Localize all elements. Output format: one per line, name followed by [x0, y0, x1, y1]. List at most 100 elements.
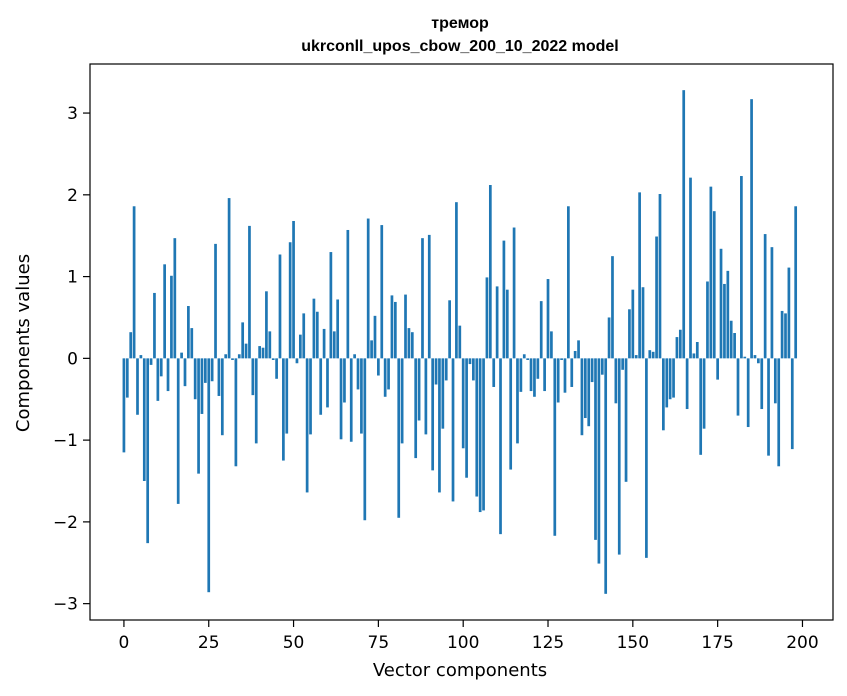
bar-6: [142, 358, 146, 481]
y-tick-label: 2: [67, 186, 78, 206]
bar-140: [597, 358, 601, 564]
bar-27: [214, 243, 217, 359]
bars-group: [122, 90, 798, 594]
bar-133: [573, 350, 577, 359]
bar-89: [424, 358, 428, 435]
bar-180: [733, 333, 736, 359]
bar-173: [709, 186, 713, 359]
bar-4: [136, 358, 139, 415]
bar-120: [529, 358, 533, 392]
bar-93: [438, 358, 441, 493]
plot-frame: [89, 63, 834, 621]
bar-148: [624, 358, 628, 482]
bar-179: [729, 320, 733, 359]
bar-68: [353, 354, 356, 359]
bar-110: [495, 286, 499, 359]
bar-49: [288, 242, 292, 359]
bar-158: [658, 194, 662, 359]
bar-150: [631, 289, 635, 359]
bar-26: [210, 358, 214, 382]
bar-194: [780, 310, 784, 359]
x-tick-label: 125: [532, 633, 564, 653]
x-tick-label: 100: [447, 633, 479, 653]
bar-188: [760, 358, 764, 410]
bar-161: [668, 358, 672, 400]
bar-72: [366, 218, 370, 359]
bar-23: [200, 358, 204, 414]
y-axis-label: Components values: [13, 254, 34, 432]
bar-3: [132, 206, 136, 359]
bar-71: [363, 358, 367, 521]
bar-78: [387, 358, 390, 390]
bar-32: [231, 358, 234, 360]
bar-24: [203, 358, 207, 383]
bar-119: [526, 358, 530, 360]
bar-57: [315, 311, 319, 359]
bar-111: [499, 358, 502, 535]
bar-37: [248, 225, 251, 359]
bar-63: [336, 299, 340, 359]
bar-121: [533, 358, 536, 397]
bar-156: [651, 351, 655, 359]
bar-22: [197, 358, 200, 474]
bar-64: [339, 358, 343, 440]
bar-30: [224, 354, 228, 359]
y-tick-label: −1: [53, 431, 78, 451]
bar-177: [723, 283, 726, 359]
x-tick-label: 150: [617, 633, 649, 653]
bar-44: [271, 358, 275, 360]
bar-97: [451, 358, 455, 502]
bar-145: [614, 358, 618, 404]
bar-102: [468, 358, 472, 365]
bar-115: [512, 227, 516, 359]
bar-13: [166, 358, 170, 392]
bar-157: [655, 236, 658, 359]
bar-149: [628, 309, 631, 359]
bar-103: [472, 358, 475, 381]
bar-125: [546, 279, 550, 359]
bar-17: [180, 352, 183, 359]
bar-25: [207, 358, 211, 593]
bar-147: [621, 358, 625, 370]
bar-160: [665, 358, 669, 408]
bar-5: [139, 355, 143, 359]
bar-118: [522, 354, 526, 359]
bar-56: [312, 298, 316, 359]
bar-168: [692, 353, 696, 359]
bar-9: [153, 292, 156, 359]
bar-62: [332, 331, 336, 359]
bar-171: [702, 358, 706, 429]
bar-58: [319, 358, 323, 415]
bar-134: [577, 340, 580, 359]
bar-88: [421, 238, 424, 359]
bar-132: [570, 358, 574, 387]
bar-79: [390, 295, 394, 359]
bar-175: [716, 358, 719, 380]
bar-80: [393, 301, 397, 359]
bar-100: [461, 358, 465, 449]
bar-52: [298, 334, 302, 359]
bar-131: [567, 206, 570, 359]
bar-141: [600, 358, 604, 375]
bar-130: [563, 358, 567, 393]
bar-82: [400, 358, 404, 444]
bar-114: [509, 358, 513, 470]
bar-65: [343, 358, 346, 403]
bar-117: [519, 358, 523, 392]
bar-153: [641, 287, 645, 359]
bar-96: [448, 300, 451, 359]
bar-19: [187, 306, 190, 359]
bar-167: [689, 177, 692, 359]
bar-77: [383, 358, 387, 397]
bar-184: [746, 358, 750, 428]
bar-36: [244, 343, 248, 359]
bar-138: [590, 358, 594, 383]
bar-163: [675, 337, 679, 359]
bar-182: [740, 176, 743, 359]
x-tick-label: 25: [198, 633, 220, 653]
bar-14: [170, 275, 173, 359]
bar-127: [553, 358, 557, 536]
x-axis-label: Vector components: [373, 660, 547, 681]
y-tick-label: 0: [67, 349, 78, 369]
bar-190: [767, 358, 770, 456]
